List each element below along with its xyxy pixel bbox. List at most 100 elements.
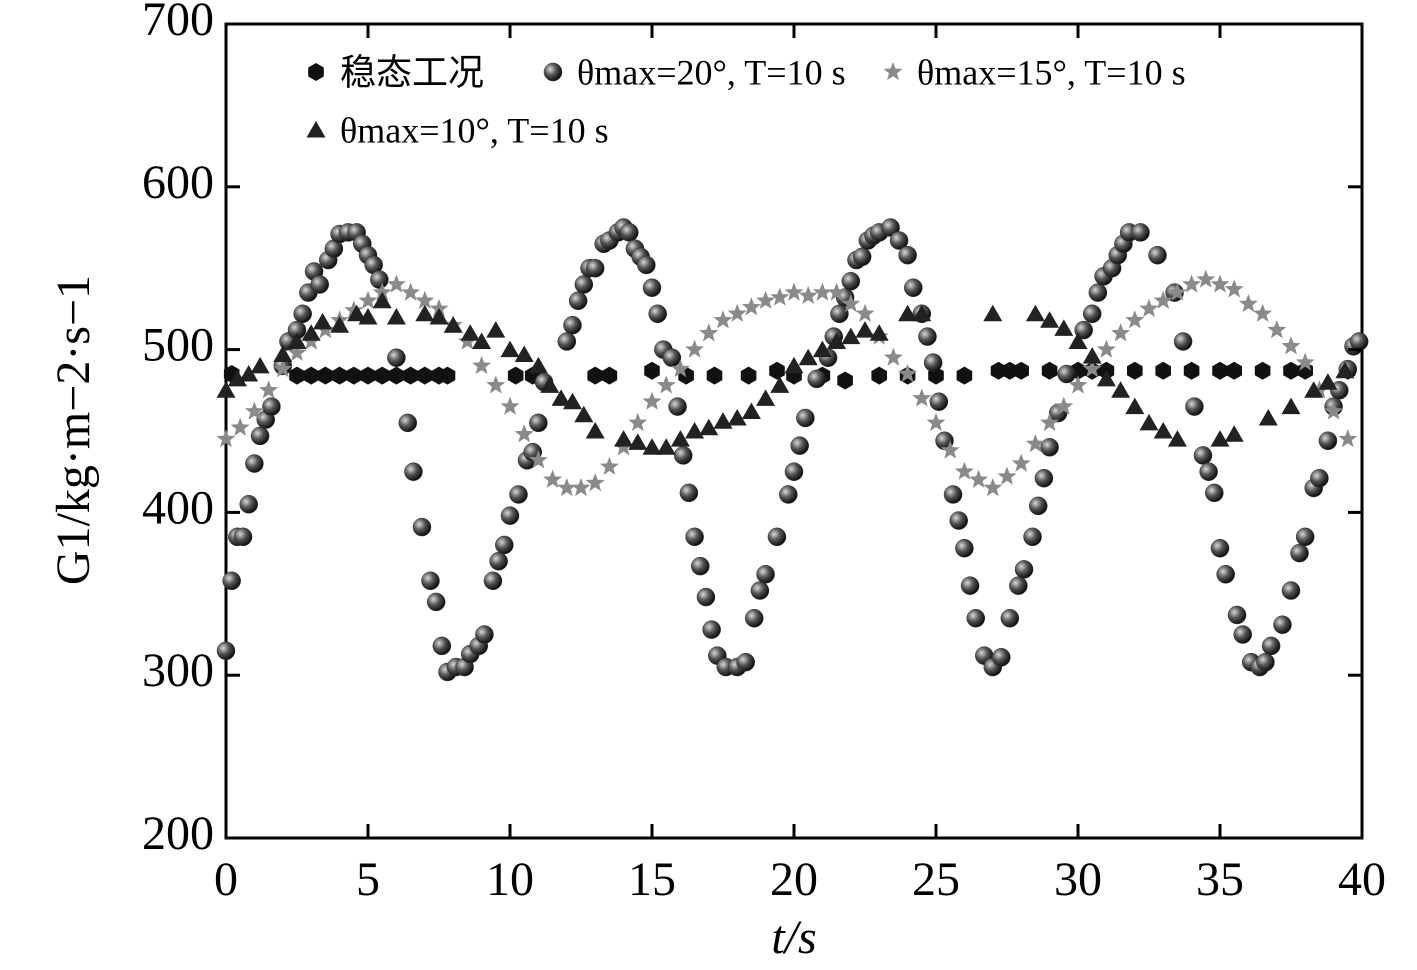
point bbox=[293, 304, 312, 324]
point bbox=[1226, 361, 1242, 380]
point bbox=[1185, 397, 1204, 416]
point bbox=[216, 641, 236, 661]
point bbox=[779, 485, 798, 504]
point bbox=[1131, 223, 1150, 242]
point bbox=[727, 303, 747, 322]
point bbox=[889, 231, 909, 250]
point bbox=[1040, 311, 1060, 328]
point bbox=[662, 348, 682, 367]
point bbox=[1167, 430, 1187, 447]
point bbox=[1096, 369, 1116, 387]
point bbox=[1256, 652, 1275, 672]
point bbox=[699, 418, 719, 436]
point bbox=[472, 355, 492, 374]
point bbox=[1254, 361, 1271, 380]
y-tick-label: 500 bbox=[142, 319, 214, 372]
point bbox=[372, 291, 392, 309]
point bbox=[571, 478, 591, 497]
point bbox=[898, 245, 917, 265]
point bbox=[784, 462, 804, 481]
point bbox=[483, 571, 503, 591]
point bbox=[628, 412, 648, 431]
point bbox=[741, 402, 761, 419]
point bbox=[620, 223, 639, 242]
point bbox=[1068, 332, 1088, 349]
point bbox=[1068, 375, 1088, 394]
point bbox=[528, 450, 548, 469]
point bbox=[514, 345, 534, 362]
point bbox=[642, 391, 662, 410]
point bbox=[1011, 453, 1031, 472]
point bbox=[926, 412, 946, 431]
point bbox=[883, 347, 903, 366]
point bbox=[954, 461, 974, 480]
point bbox=[245, 454, 264, 473]
point bbox=[997, 466, 1017, 485]
point bbox=[358, 308, 378, 325]
point bbox=[1258, 409, 1278, 426]
point bbox=[960, 576, 980, 595]
point bbox=[918, 327, 937, 346]
point bbox=[956, 366, 973, 385]
point bbox=[796, 408, 815, 428]
point bbox=[1238, 294, 1258, 313]
point bbox=[736, 652, 755, 672]
point bbox=[642, 278, 662, 297]
point bbox=[1167, 282, 1187, 301]
point bbox=[1153, 290, 1173, 309]
point bbox=[1283, 361, 1299, 380]
point bbox=[881, 218, 900, 237]
point bbox=[983, 478, 1003, 497]
point bbox=[317, 366, 334, 385]
point bbox=[404, 462, 423, 481]
point bbox=[685, 527, 704, 547]
point bbox=[426, 592, 446, 612]
point bbox=[685, 339, 705, 358]
point bbox=[770, 376, 790, 393]
point bbox=[509, 485, 528, 504]
point bbox=[386, 274, 406, 293]
x-tick-label: 25 bbox=[912, 853, 960, 906]
x-tick-label: 10 bbox=[486, 853, 534, 906]
point bbox=[670, 359, 690, 378]
y-tick-label: 400 bbox=[142, 481, 214, 534]
point bbox=[1338, 429, 1358, 448]
legend-marker bbox=[308, 63, 324, 81]
point bbox=[429, 298, 449, 317]
point bbox=[1183, 361, 1200, 380]
point bbox=[841, 327, 861, 345]
point bbox=[273, 345, 293, 362]
legend-label: θmax=15°, T=10 s bbox=[917, 52, 1186, 92]
point bbox=[412, 517, 432, 537]
point bbox=[1290, 543, 1309, 563]
point bbox=[827, 332, 847, 349]
point bbox=[460, 324, 480, 341]
point bbox=[827, 282, 847, 301]
point bbox=[1082, 347, 1102, 364]
point bbox=[1199, 462, 1218, 481]
point bbox=[250, 426, 270, 446]
point bbox=[415, 304, 435, 322]
point bbox=[1273, 615, 1292, 634]
point bbox=[648, 304, 667, 324]
point bbox=[1318, 431, 1338, 451]
point bbox=[898, 304, 918, 322]
point bbox=[685, 422, 705, 439]
point bbox=[943, 485, 963, 504]
point bbox=[1023, 527, 1042, 547]
point bbox=[1139, 298, 1159, 317]
point bbox=[830, 304, 849, 324]
point bbox=[1040, 412, 1060, 431]
point bbox=[706, 366, 723, 385]
point bbox=[628, 433, 648, 450]
point bbox=[912, 304, 932, 322]
point bbox=[250, 356, 270, 374]
point bbox=[855, 303, 875, 322]
point bbox=[585, 258, 605, 278]
point bbox=[852, 247, 872, 267]
x-tick-label: 35 bbox=[1196, 853, 1244, 906]
point bbox=[1111, 381, 1131, 398]
point bbox=[770, 287, 790, 306]
legend-label: 稳态工况 bbox=[340, 52, 484, 92]
point bbox=[421, 571, 440, 591]
